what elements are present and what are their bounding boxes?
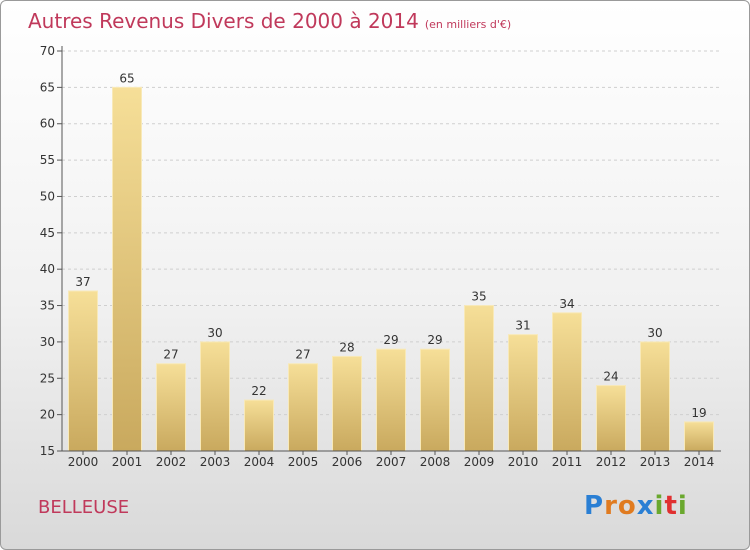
bars: 37 65 27 30 22 27 28 29 29 35 31 34 24 30 19 bbox=[68, 71, 714, 452]
bar bbox=[376, 348, 406, 452]
data-label: 28 bbox=[339, 340, 354, 354]
data-label: 30 bbox=[647, 326, 662, 340]
logo-letter: P bbox=[584, 491, 605, 521]
bar bbox=[200, 341, 230, 452]
x-tick-label: 2009 bbox=[464, 455, 495, 469]
data-label: 34 bbox=[559, 297, 574, 311]
data-label: 22 bbox=[251, 384, 266, 398]
y-tick-label: 60 bbox=[40, 117, 55, 131]
y-tick-label: 45 bbox=[40, 226, 55, 240]
y-tick-label: 35 bbox=[40, 299, 55, 313]
y-tick-label: 65 bbox=[40, 80, 55, 94]
logo-letter: i bbox=[654, 491, 665, 521]
x-tick-label: 2010 bbox=[508, 455, 539, 469]
axes: 15 20 25 30 35 40 45 50 55 60 65 70 2000 2001 2002 2003… bbox=[40, 44, 721, 469]
data-label: 37 bbox=[75, 275, 90, 289]
logo-letter: r bbox=[604, 491, 618, 521]
data-label: 24 bbox=[603, 370, 618, 384]
y-tick-label: 55 bbox=[40, 153, 55, 167]
bar bbox=[508, 334, 538, 452]
x-tick-label: 2005 bbox=[288, 455, 319, 469]
y-tick-label: 15 bbox=[40, 444, 55, 458]
chart-title-main: Autres Revenus Divers de 2000 à 2014 bbox=[28, 9, 419, 33]
data-label: 30 bbox=[207, 326, 222, 340]
bar bbox=[244, 399, 274, 452]
y-tick-label: 30 bbox=[40, 335, 55, 349]
data-label: 35 bbox=[471, 290, 486, 304]
data-label: 19 bbox=[691, 406, 706, 420]
bar bbox=[156, 363, 186, 452]
bar bbox=[68, 290, 98, 452]
bar bbox=[288, 363, 318, 452]
x-tick-label: 2002 bbox=[156, 455, 187, 469]
proxiti-logo: Proxiti bbox=[584, 491, 688, 521]
x-tick-label: 2008 bbox=[420, 455, 451, 469]
x-tick-label: 2001 bbox=[112, 455, 143, 469]
x-tick-label: 2011 bbox=[552, 455, 583, 469]
x-tick-label: 2007 bbox=[376, 455, 407, 469]
chart-title: Autres Revenus Divers de 2000 à 2014 (en … bbox=[28, 9, 511, 33]
data-label: 65 bbox=[119, 71, 134, 85]
bar bbox=[552, 312, 582, 452]
data-label: 31 bbox=[515, 319, 530, 333]
logo-letter: x bbox=[636, 491, 655, 521]
data-label: 29 bbox=[383, 333, 398, 347]
y-tick-label: 50 bbox=[40, 189, 55, 203]
data-label: 27 bbox=[163, 348, 178, 362]
data-label: 27 bbox=[295, 348, 310, 362]
logo-letter: t bbox=[664, 491, 678, 521]
x-tick-label: 2003 bbox=[200, 455, 231, 469]
y-tick-label: 20 bbox=[40, 408, 55, 422]
logo-letter: i bbox=[677, 491, 688, 521]
bar bbox=[464, 305, 494, 452]
x-tick-label: 2006 bbox=[332, 455, 363, 469]
x-tick-label: 2014 bbox=[684, 455, 715, 469]
x-tick-label: 2000 bbox=[68, 455, 99, 469]
y-tick-label: 40 bbox=[40, 262, 55, 276]
x-tick-label: 2004 bbox=[244, 455, 275, 469]
chart-subtitle: (en milliers d'€) bbox=[424, 18, 512, 31]
logo-letter: o bbox=[617, 491, 637, 521]
bar bbox=[596, 385, 626, 452]
bar bbox=[112, 86, 142, 452]
bar bbox=[640, 341, 670, 452]
commune-name: BELLEUSE bbox=[38, 497, 130, 518]
data-label: 29 bbox=[427, 333, 442, 347]
y-tick-label: 25 bbox=[40, 371, 55, 385]
x-tick-label: 2013 bbox=[640, 455, 671, 469]
bar bbox=[332, 355, 362, 452]
bar bbox=[684, 421, 714, 452]
bar bbox=[420, 348, 450, 452]
x-tick-label: 2012 bbox=[596, 455, 627, 469]
y-tick-label: 70 bbox=[40, 44, 55, 58]
